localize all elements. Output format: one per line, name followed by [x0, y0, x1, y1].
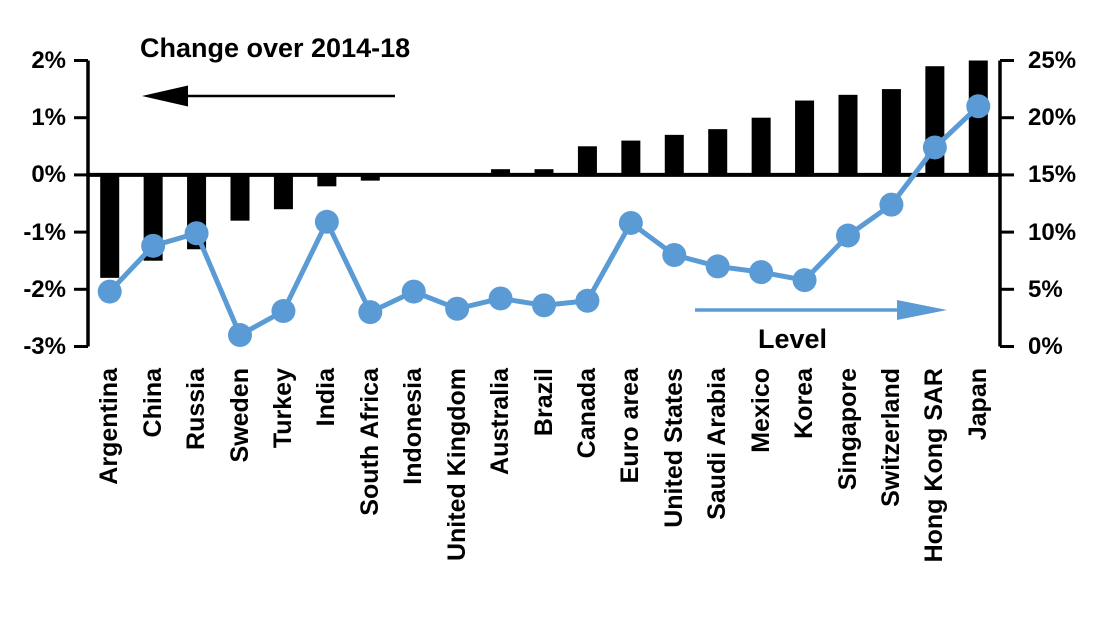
bar-turkey [273, 174, 293, 210]
level-point-korea [792, 268, 817, 293]
bar-mexico [751, 117, 771, 175]
level-point-south-africa [358, 300, 383, 325]
level-point-argentina [97, 279, 122, 304]
level-point-japan [966, 94, 991, 119]
x-axis-label-united-kingdom: United Kingdom [442, 368, 471, 562]
x-axis-label-south-africa: South Africa [355, 368, 384, 516]
level-point-hong-kong-sar [922, 135, 947, 160]
right-axis-tick-label: 25% [1028, 47, 1077, 74]
level-point-mexico [749, 260, 774, 285]
bar-united-states [664, 134, 684, 175]
level-point-turkey [271, 299, 296, 324]
level-point-china [141, 233, 166, 258]
bar-switzerland [881, 89, 901, 175]
bar-saudi-arabia [708, 129, 728, 175]
left-axis-tick-label: -1% [23, 218, 66, 246]
x-axis-label-russia: Russia [182, 368, 211, 450]
right-series-label: Level [758, 324, 828, 354]
left-axis-tick-label: -3% [23, 333, 66, 360]
x-axis-label-hong-kong-sar: Hong Kong SAR [920, 368, 949, 563]
level-point-switzerland [879, 192, 904, 217]
x-axis-label-korea: Korea [790, 368, 819, 439]
level-point-united-states [662, 242, 687, 267]
x-axis-label-sweden: Sweden [225, 368, 254, 463]
level-point-brazil [532, 293, 556, 318]
bar-argentina [100, 174, 120, 278]
x-axis-label-argentina: Argentina [95, 368, 124, 485]
level-point-russia [184, 221, 209, 246]
left-series-label: Change over 2014-18 [140, 33, 411, 63]
level-point-sweden [228, 323, 252, 348]
right-axis-tick-label: 15% [1028, 161, 1077, 189]
right-axis-tick-label: 0% [1028, 333, 1063, 360]
level-point-euro-area [618, 210, 643, 235]
level-arrow-head [897, 300, 947, 320]
left-axis-tick-label: 1% [31, 104, 66, 132]
bar-canada [577, 146, 597, 175]
bar-india [317, 174, 337, 187]
x-axis-label-saudi-arabia: Saudi Arabia [703, 368, 732, 520]
level-point-canada [575, 288, 600, 313]
level-point-australia [488, 286, 513, 311]
level-point-singapore [836, 223, 860, 248]
level-point-saudi-arabia [705, 254, 730, 279]
x-axis-label-singapore: Singapore [833, 368, 862, 491]
bar-singapore [838, 94, 858, 175]
right-axis-tick-label: 5% [1028, 275, 1063, 303]
level-point-indonesia [401, 279, 426, 304]
x-axis-label-turkey: Turkey [268, 368, 297, 449]
level-point-india [314, 209, 339, 234]
x-axis-label-indonesia: Indonesia [399, 368, 428, 485]
x-axis-label-mexico: Mexico [746, 368, 775, 453]
x-axis-label-switzerland: Switzerland [876, 368, 905, 507]
x-axis-label-india: India [312, 368, 341, 427]
bar-south-africa [360, 174, 380, 181]
left-axis-tick-label: 2% [31, 47, 66, 74]
bar-australia [491, 169, 511, 175]
left-axis-tick-label: -2% [23, 275, 66, 303]
x-axis-label-canada: Canada [572, 368, 601, 459]
level-point-united-kingdom [445, 296, 470, 321]
x-axis-label-united-states: United States [659, 368, 688, 528]
x-axis-label-china: China [138, 368, 167, 438]
x-axis-label-euro-area: Euro area [616, 368, 645, 484]
x-axis-label-australia: Australia [486, 368, 515, 475]
bar-brazil [534, 169, 554, 175]
bar-sweden [230, 174, 250, 221]
right-axis-tick-label: 20% [1028, 104, 1077, 132]
x-axis-label-brazil: Brazil [529, 368, 558, 437]
bar-korea [795, 100, 815, 175]
right-axis-tick-label: 10% [1028, 218, 1077, 246]
left-axis-tick-label: 0% [31, 161, 66, 189]
change-arrow-head [142, 85, 188, 107]
bar-euro-area [621, 140, 641, 175]
x-axis-label-japan: Japan [963, 368, 992, 441]
